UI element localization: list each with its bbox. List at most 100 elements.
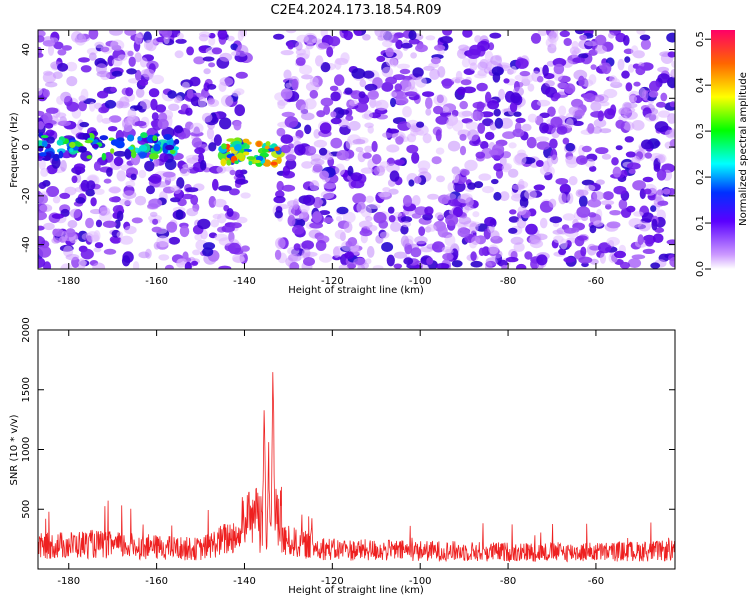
heatmap-cell bbox=[453, 181, 466, 193]
heatmap-cell bbox=[445, 248, 454, 254]
heatmap-cell bbox=[606, 221, 621, 229]
heatmap-cell bbox=[599, 252, 607, 264]
heatmap-cell bbox=[387, 206, 395, 214]
heatmap-cell bbox=[60, 263, 73, 269]
heatmap-cell bbox=[228, 242, 241, 254]
heatmap-cell bbox=[388, 215, 396, 223]
snr-x-label: Height of straight line (km) bbox=[288, 585, 424, 596]
heatmap-peak-cell bbox=[58, 150, 64, 159]
heatmap-cell bbox=[176, 177, 185, 189]
heatmap-cell bbox=[660, 92, 668, 102]
heatmap-cell bbox=[539, 112, 550, 119]
heatmap-cell bbox=[110, 86, 117, 92]
heatmap-cell bbox=[667, 51, 675, 58]
heatmap-cell bbox=[174, 97, 181, 104]
heatmap-cell bbox=[530, 33, 542, 44]
heatmap-cell bbox=[442, 30, 453, 36]
heatmap-cell bbox=[325, 153, 334, 160]
heatmap-peak-cell bbox=[240, 144, 245, 148]
heatmap-cell bbox=[201, 112, 213, 123]
heatmap-cell bbox=[670, 68, 675, 79]
heatmap-cell bbox=[571, 40, 579, 50]
heatmap-cell bbox=[521, 123, 532, 132]
heatmap-cell bbox=[408, 38, 420, 45]
heatmap-cell bbox=[390, 221, 402, 232]
heatmap-cell bbox=[390, 91, 397, 98]
heatmap-cell bbox=[459, 100, 469, 110]
heatmap-cell bbox=[130, 173, 137, 180]
heatmap-peak-cell bbox=[226, 159, 232, 166]
heatmap-cell bbox=[319, 122, 332, 134]
heatmap-cell bbox=[430, 57, 441, 65]
heatmap-cell bbox=[116, 170, 127, 182]
heatmap-cell bbox=[588, 212, 597, 218]
heatmap-cell bbox=[200, 159, 207, 171]
heatmap-peak-cell bbox=[163, 134, 173, 140]
heatmap-peak-cell bbox=[261, 149, 269, 153]
heatmap-cell bbox=[533, 184, 545, 191]
heatmap-cell bbox=[593, 118, 607, 128]
heatmap-cell bbox=[282, 165, 291, 176]
heatmap-cell bbox=[336, 216, 342, 222]
heatmap-cell bbox=[386, 163, 400, 174]
heatmap-cell bbox=[592, 191, 605, 201]
heatmap-cell bbox=[312, 164, 323, 173]
heatmap-cell bbox=[501, 163, 511, 173]
heatmap-cell bbox=[509, 101, 518, 113]
heatmap-cell bbox=[484, 216, 496, 227]
heatmap-cell bbox=[38, 110, 45, 117]
heatmap-cell bbox=[354, 30, 362, 36]
heatmap-cell bbox=[488, 149, 499, 155]
heatmap-cell bbox=[189, 76, 201, 87]
heatmap-cell bbox=[52, 196, 61, 204]
heatmap-cell bbox=[385, 47, 394, 58]
heatmap-cell bbox=[273, 195, 286, 204]
heatmap-cell bbox=[472, 211, 480, 218]
heatmap-cell bbox=[108, 115, 122, 123]
heatmap-cell bbox=[334, 74, 345, 86]
heatmap-cell bbox=[88, 52, 97, 61]
heatmap-cell bbox=[622, 101, 632, 111]
heatmap-cell bbox=[435, 115, 449, 125]
heatmap-cell bbox=[159, 153, 169, 163]
heatmap-cell bbox=[359, 229, 373, 237]
heatmap-cell bbox=[39, 204, 53, 213]
heatmap-cell bbox=[421, 265, 430, 269]
heatmap-cell bbox=[193, 56, 205, 65]
heatmap-cell bbox=[228, 188, 240, 196]
heatmap-cell bbox=[185, 107, 193, 116]
heatmap-cell bbox=[453, 172, 460, 184]
heatmap-cell bbox=[218, 265, 232, 269]
heatmap-peak-cell bbox=[140, 132, 148, 139]
heatmap-cell bbox=[301, 248, 311, 259]
heatmap-cell bbox=[650, 205, 657, 213]
heatmap-x-ticks: -180 -160 -140 -120 -100 -80 -60 bbox=[57, 30, 604, 287]
heatmap-cell bbox=[53, 41, 64, 50]
heatmap-cell bbox=[562, 213, 576, 221]
heatmap-cell bbox=[402, 106, 412, 118]
heatmap-cell bbox=[146, 185, 155, 195]
heatmap-cell bbox=[390, 97, 396, 108]
heatmap-cell bbox=[338, 264, 349, 269]
heatmap-cell bbox=[109, 30, 123, 36]
heatmap-cell bbox=[435, 147, 445, 155]
heatmap-cell bbox=[42, 112, 53, 125]
heatmap-cell bbox=[424, 206, 434, 216]
heatmap-cell bbox=[108, 126, 118, 132]
heatmap-cell bbox=[116, 231, 124, 238]
heatmap-cell bbox=[536, 75, 544, 83]
heatmap-cell bbox=[170, 185, 180, 192]
heatmap-cell bbox=[590, 64, 597, 70]
heatmap-cell bbox=[280, 134, 294, 144]
heatmap-cell bbox=[56, 95, 65, 105]
heatmap-cell bbox=[151, 226, 162, 233]
heatmap-cell bbox=[600, 200, 615, 206]
heatmap-cell bbox=[562, 137, 570, 145]
heatmap-cell bbox=[47, 44, 55, 56]
heatmap-cell bbox=[358, 220, 373, 229]
heatmap-cell bbox=[490, 230, 500, 240]
heatmap-cell bbox=[308, 145, 317, 154]
heatmap-cell bbox=[143, 39, 154, 51]
heatmap-cell bbox=[508, 168, 519, 178]
heatmap-cell bbox=[153, 158, 160, 167]
